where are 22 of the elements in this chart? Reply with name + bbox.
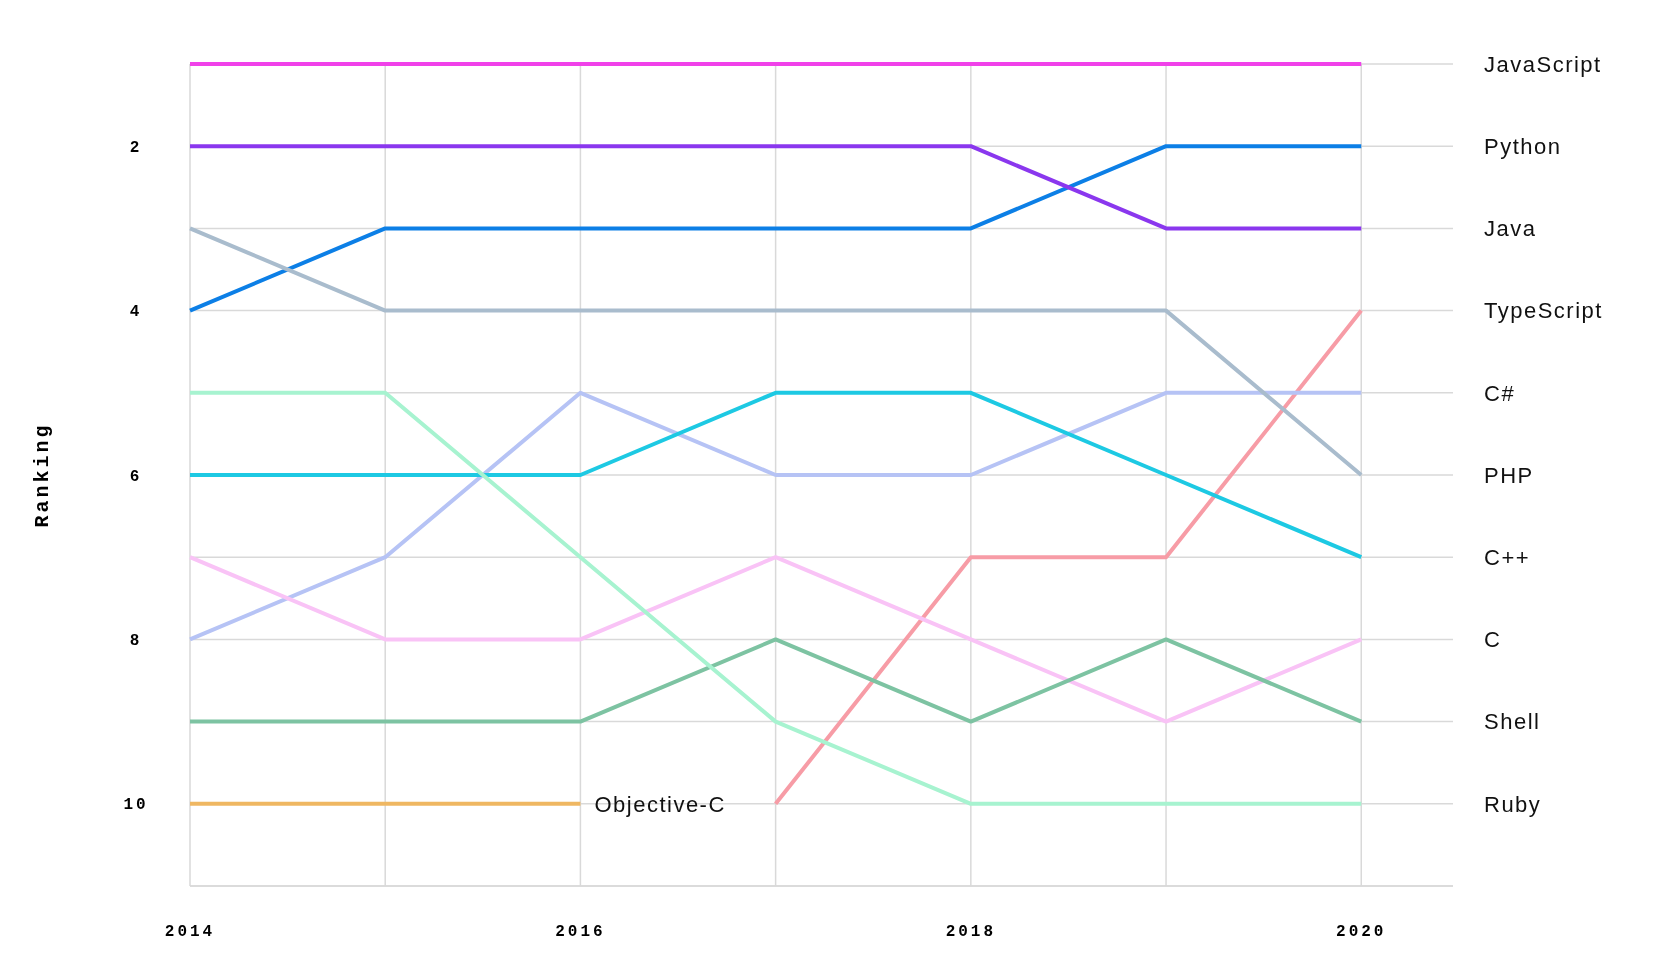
y-tick-label: 8	[129, 632, 143, 650]
y-tick-label: 10	[123, 796, 149, 815]
text: C++	[1484, 544, 1531, 570]
text: JavaScript	[1484, 51, 1602, 77]
y-tick-label: 6	[129, 467, 143, 486]
text: PHP	[1484, 462, 1534, 488]
x-tick-label: 2014	[164, 923, 216, 941]
x-tick-label: 2020	[1336, 923, 1387, 941]
x-tick-label: 2016	[555, 923, 606, 941]
text: TypeScript	[1484, 298, 1603, 324]
x-tick-label: 2018	[945, 923, 997, 941]
text: C#	[1484, 380, 1516, 406]
series-label: Objective-C	[594, 791, 726, 817]
text: Ruby	[1484, 791, 1542, 817]
text: C	[1484, 627, 1502, 653]
y-tick-label: 2	[129, 138, 143, 157]
line-series	[188, 390, 1364, 642]
y-tick-label: 4	[129, 303, 143, 322]
text: Shell	[1484, 709, 1541, 735]
text: Python	[1484, 133, 1562, 159]
text: Java	[1484, 216, 1537, 242]
y-axis-title: Ranking	[31, 422, 54, 528]
